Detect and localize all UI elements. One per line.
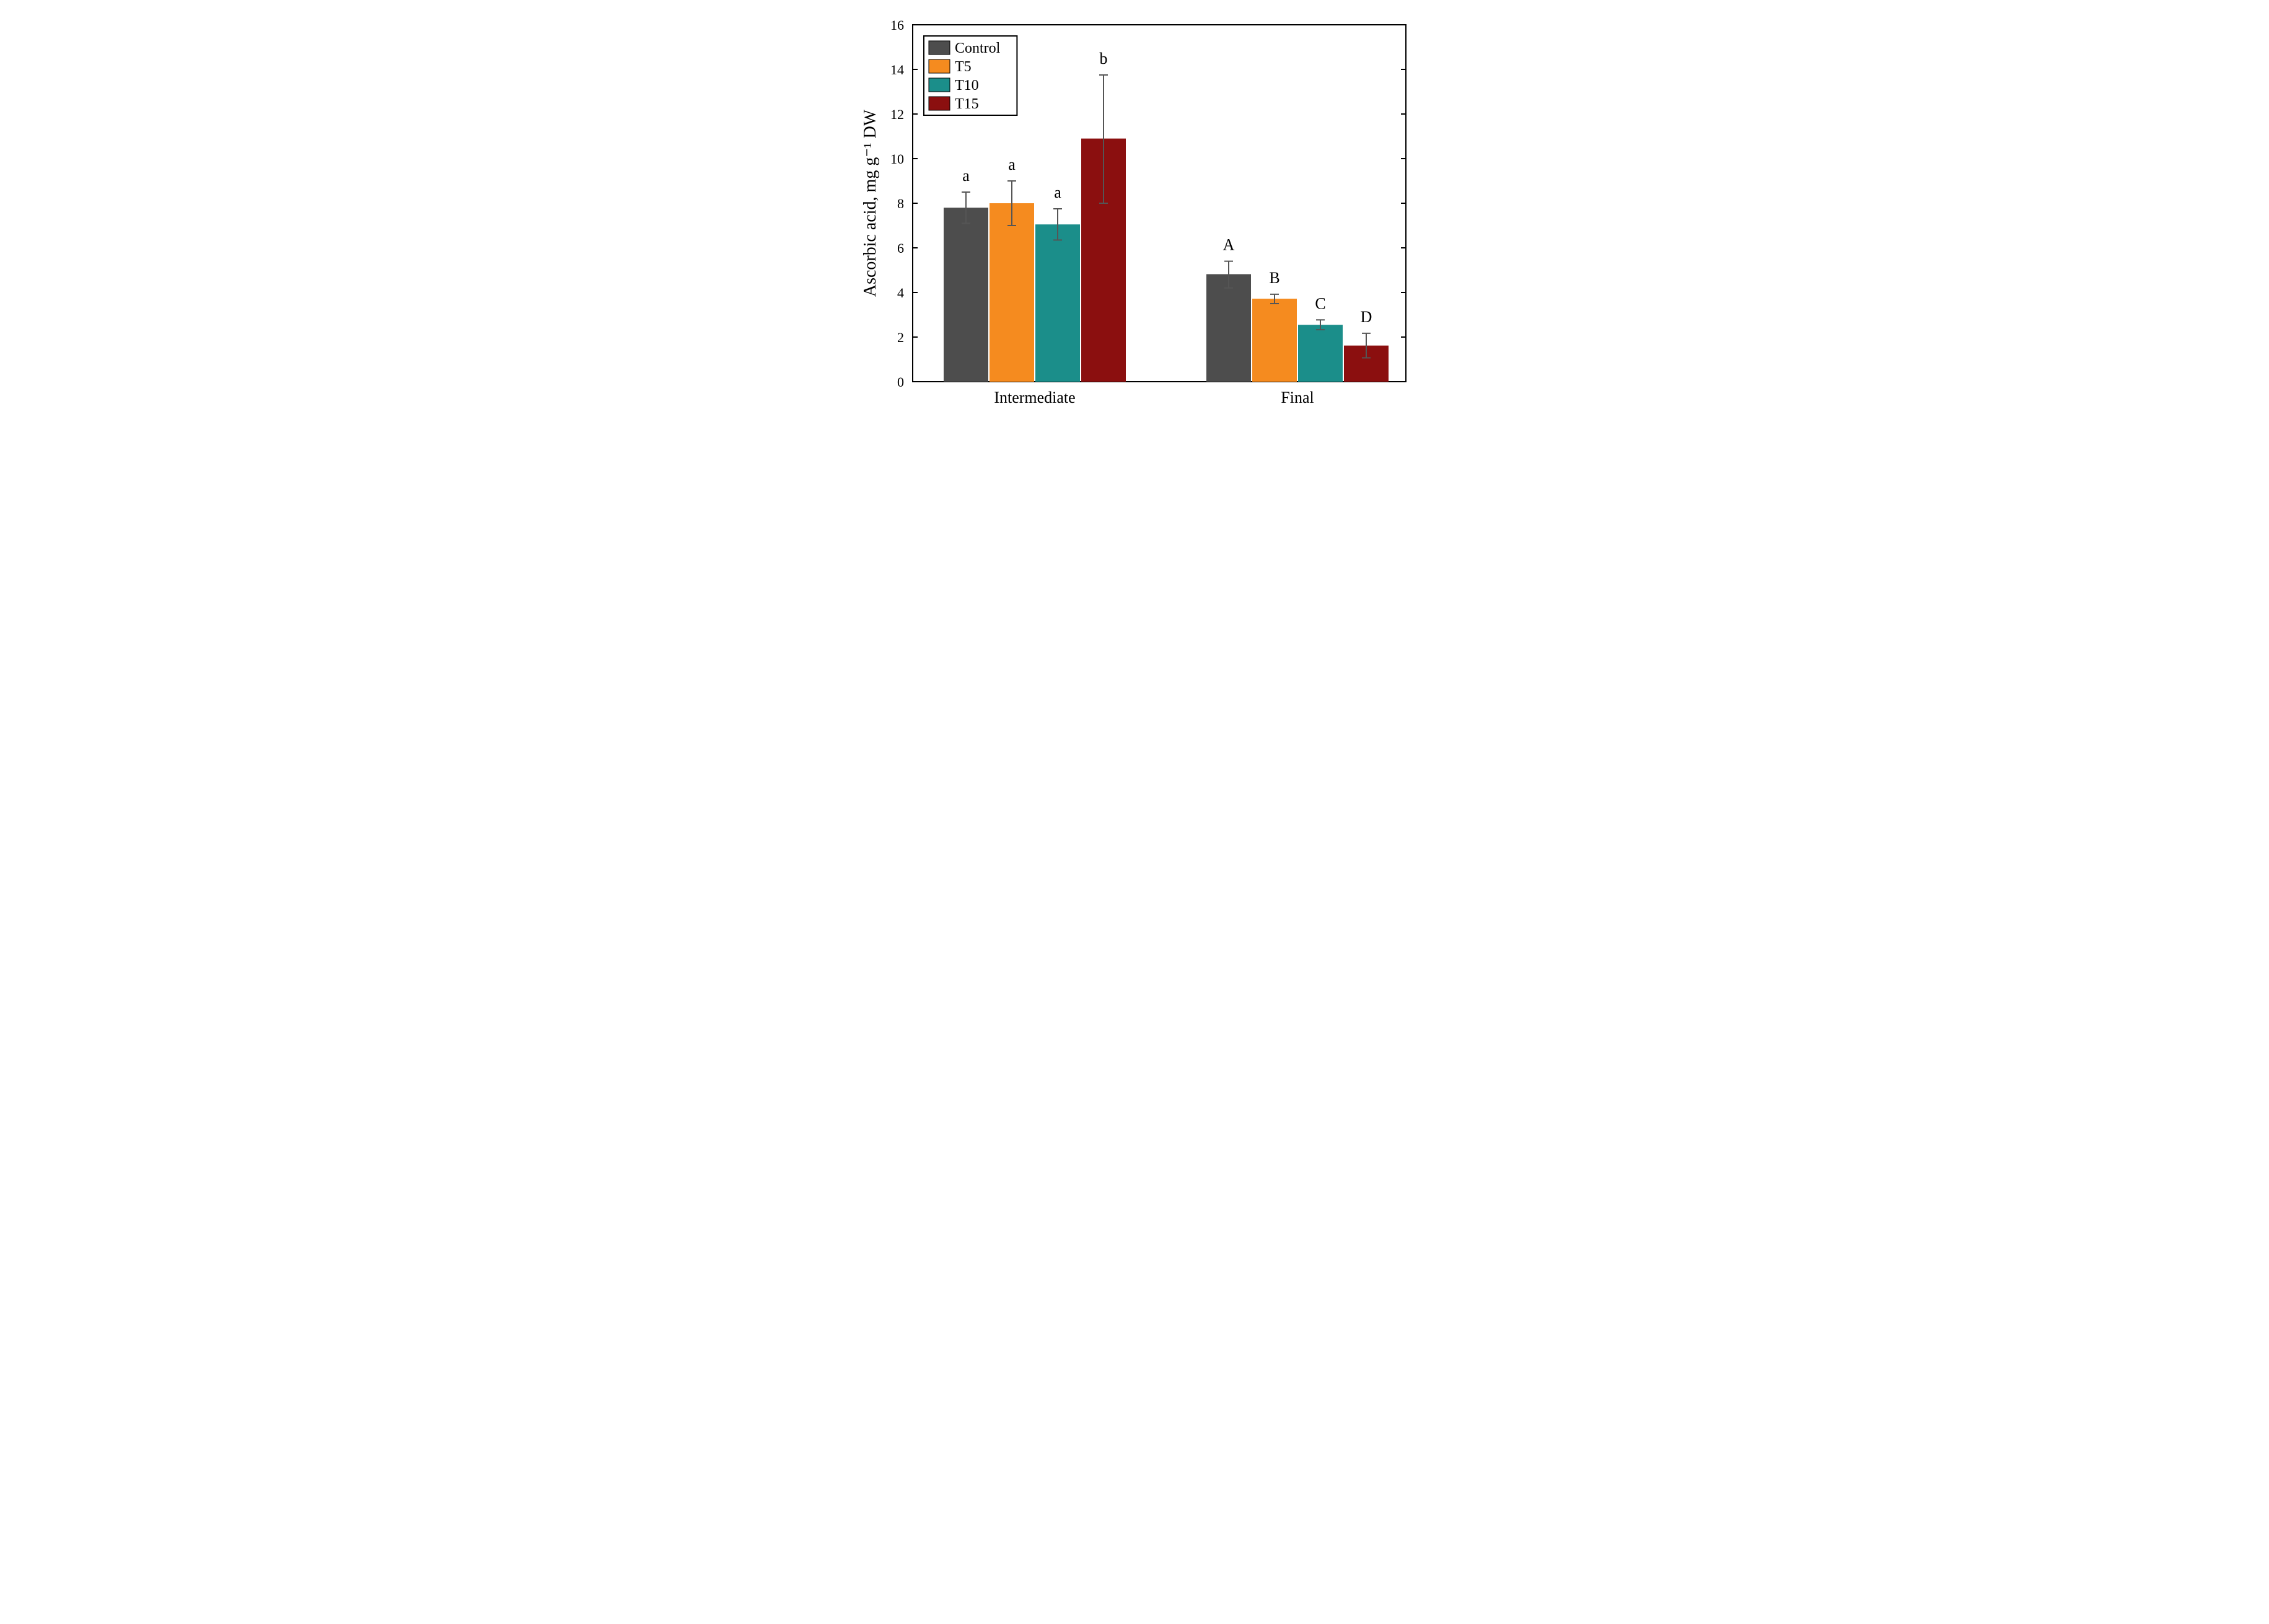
- y-tick-label: 6: [897, 240, 904, 256]
- significance-label: D: [1361, 308, 1372, 326]
- legend-swatch-Control: [929, 41, 950, 55]
- significance-label: B: [1269, 269, 1279, 287]
- y-tick-label: 16: [890, 17, 904, 33]
- bar-Intermediate-T5: [990, 203, 1034, 382]
- legend-swatch-T15: [929, 97, 950, 110]
- significance-label: A: [1223, 236, 1235, 254]
- y-tick-label: 12: [890, 107, 904, 122]
- bar-Final-T5: [1252, 299, 1297, 382]
- significance-label: a: [1008, 156, 1016, 173]
- legend-swatch-T10: [929, 78, 950, 92]
- y-tick-label: 2: [897, 330, 904, 345]
- bar-Final-T10: [1298, 325, 1343, 382]
- legend-label-Control: Control: [955, 40, 1001, 56]
- legend-swatch-T5: [929, 59, 950, 73]
- ascorbic-acid-bar-chart: 0 2 4 6 8 10 12 14 16 Ascorbic acid, mg g⁻¹ DW a a a…: [851, 12, 1418, 419]
- y-tick-label: 10: [890, 151, 904, 167]
- y-tick-label: 0: [897, 374, 904, 390]
- legend-label-T10: T10: [955, 77, 979, 94]
- legend-label-T15: T15: [955, 96, 979, 112]
- bar-Intermediate-Control: [944, 208, 988, 382]
- x-group-label: Intermediate: [994, 388, 1075, 406]
- significance-label: C: [1315, 294, 1325, 312]
- legend-label-T5: T5: [955, 59, 972, 75]
- y-axis-title: Ascorbic acid, mg g⁻¹ DW: [861, 109, 880, 297]
- x-group-label: Final: [1281, 388, 1314, 406]
- y-tick-label: 14: [890, 62, 904, 77]
- significance-label: b: [1100, 50, 1108, 68]
- bar-Intermediate-T10: [1035, 224, 1080, 382]
- significance-label: a: [1054, 183, 1061, 201]
- y-tick-label: 4: [897, 285, 904, 301]
- significance-label: a: [962, 167, 970, 185]
- bar-Final-Control: [1206, 274, 1251, 382]
- y-tick-label: 8: [897, 196, 904, 211]
- chart-svg: 0 2 4 6 8 10 12 14 16 Ascorbic acid, mg g⁻¹ DW a a a…: [851, 12, 1418, 419]
